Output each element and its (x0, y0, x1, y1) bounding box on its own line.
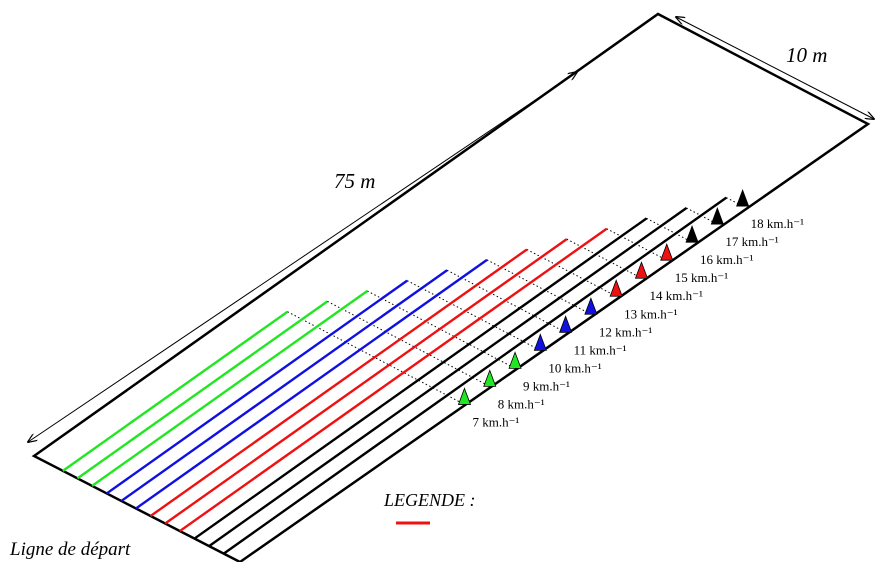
cone-8 (635, 262, 647, 278)
cone-5 (560, 316, 572, 332)
cone-7 (610, 280, 622, 296)
cone-4 (534, 334, 546, 350)
speed-labels-group: 7 km.h⁻¹ 8 km.h⁻¹ 9 km.h⁻¹ 10 km.h⁻¹ 11 km.h… (472, 216, 804, 429)
speed-label-5: 11 km.h⁻¹ (574, 342, 627, 357)
speed-label-12: 18 km.h⁻¹ (751, 216, 804, 231)
lane-line-8 (165, 239, 567, 523)
dotted-line-8 (567, 239, 642, 278)
speed-label-6: 12 km.h⁻¹ (599, 324, 652, 339)
lane-line-3 (92, 291, 367, 486)
cone-1 (458, 388, 470, 404)
speed-label-8: 14 km.h⁻¹ (649, 288, 702, 303)
cone-9 (661, 244, 673, 260)
cone-6 (585, 298, 597, 314)
start-line-label: Ligne de départ (9, 539, 131, 560)
lane-line-5 (121, 270, 447, 501)
lane-line-1 (63, 312, 288, 471)
dotted-line-1 (287, 312, 464, 405)
lane-line-6 (136, 260, 487, 509)
cone-3 (509, 352, 521, 368)
cone-2 (484, 370, 496, 386)
length-label: 75 m (334, 169, 375, 193)
speed-label-11: 17 km.h⁻¹ (725, 234, 778, 249)
speed-label-2: 8 km.h⁻¹ (498, 396, 545, 411)
speed-label-3: 9 km.h⁻¹ (523, 378, 570, 393)
lane-line-7 (151, 249, 527, 516)
speed-label-10: 16 km.h⁻¹ (700, 252, 753, 267)
speed-label-1: 7 km.h⁻¹ (472, 414, 519, 429)
legend-title: LEGENDE : (383, 490, 476, 510)
cones-group (458, 190, 748, 404)
cone-12 (737, 190, 749, 206)
lane-line-4 (107, 281, 407, 494)
speed-label-7: 13 km.h⁻¹ (624, 306, 677, 321)
cone-10 (686, 226, 698, 242)
track-outline (34, 14, 868, 562)
speed-label-4: 10 km.h⁻¹ (548, 360, 601, 375)
width-label: 10 m (786, 43, 827, 67)
cone-11 (711, 208, 723, 224)
width-dimension-arrow (676, 17, 874, 119)
speed-label-9: 15 km.h⁻¹ (675, 270, 728, 285)
